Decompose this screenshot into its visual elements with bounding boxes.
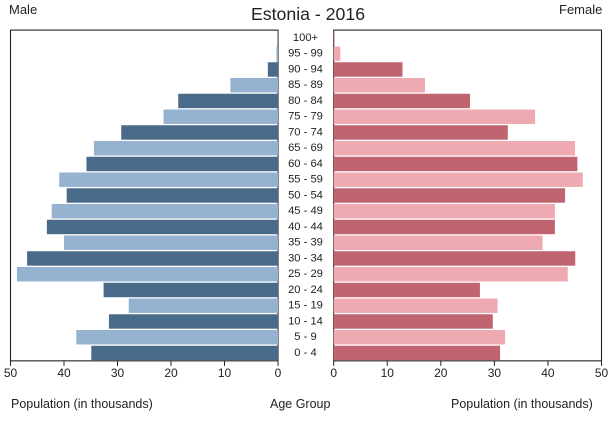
svg-text:45 - 49: 45 - 49 [288, 205, 323, 217]
svg-text:5 - 9: 5 - 9 [294, 331, 316, 343]
svg-text:60 - 64: 60 - 64 [288, 158, 323, 170]
svg-text:30: 30 [111, 366, 125, 380]
svg-text:25 - 29: 25 - 29 [288, 268, 323, 280]
svg-text:95 - 99: 95 - 99 [288, 48, 323, 60]
svg-text:35 - 39: 35 - 39 [288, 237, 323, 249]
svg-text:40: 40 [57, 366, 71, 380]
svg-text:40: 40 [541, 366, 555, 380]
svg-text:10 - 14: 10 - 14 [288, 315, 323, 327]
svg-text:20 - 24: 20 - 24 [288, 284, 323, 296]
svg-text:55 - 59: 55 - 59 [288, 174, 323, 186]
svg-text:90 - 94: 90 - 94 [288, 63, 323, 75]
svg-text:0: 0 [275, 366, 282, 380]
svg-text:15 - 19: 15 - 19 [288, 300, 323, 312]
svg-text:20: 20 [164, 366, 178, 380]
svg-text:50 - 54: 50 - 54 [288, 189, 323, 201]
svg-text:85 - 89: 85 - 89 [288, 79, 323, 91]
svg-text:30 - 34: 30 - 34 [288, 252, 323, 264]
svg-text:40 - 44: 40 - 44 [288, 221, 323, 233]
svg-text:50: 50 [595, 366, 609, 380]
svg-text:75 - 79: 75 - 79 [288, 111, 323, 123]
svg-text:0: 0 [330, 366, 337, 380]
svg-text:20: 20 [434, 366, 448, 380]
svg-text:30: 30 [488, 366, 502, 380]
svg-text:50: 50 [4, 366, 18, 380]
svg-text:70 - 74: 70 - 74 [288, 126, 323, 138]
svg-text:10: 10 [381, 366, 395, 380]
svg-text:0 - 4: 0 - 4 [294, 347, 316, 359]
svg-text:80 - 84: 80 - 84 [288, 95, 323, 107]
svg-text:10: 10 [218, 366, 232, 380]
svg-text:65 - 69: 65 - 69 [288, 142, 323, 154]
svg-text:100+: 100+ [293, 32, 318, 44]
